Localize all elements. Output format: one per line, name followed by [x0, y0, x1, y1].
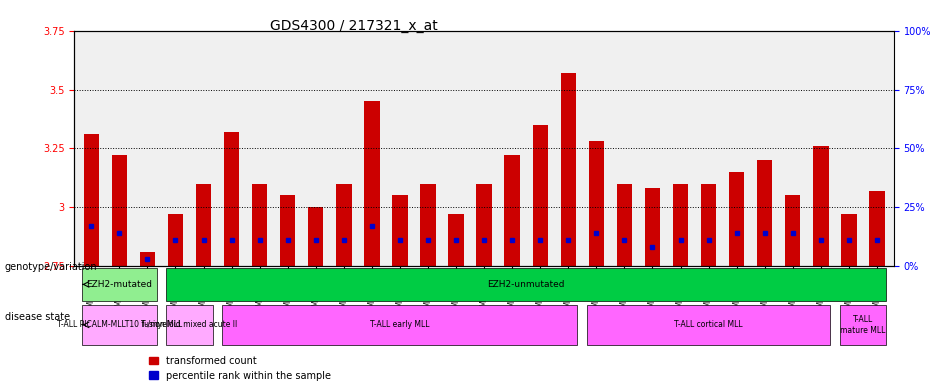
- Bar: [477, 184, 492, 266]
- Legend: transformed count, percentile rank within the sample: transformed count, percentile rank withi…: [145, 352, 335, 384]
- Bar: [308, 207, 323, 266]
- Bar: [588, 141, 604, 266]
- Bar: [616, 184, 632, 266]
- Text: genotype/variation: genotype/variation: [5, 262, 97, 272]
- FancyBboxPatch shape: [167, 305, 212, 345]
- Bar: [729, 172, 745, 266]
- FancyBboxPatch shape: [840, 305, 886, 345]
- Text: EZH2-mutated: EZH2-mutated: [87, 280, 153, 289]
- Bar: [252, 184, 267, 266]
- FancyBboxPatch shape: [82, 305, 156, 345]
- Bar: [168, 214, 183, 266]
- Bar: [673, 184, 688, 266]
- Bar: [560, 73, 576, 266]
- Bar: [533, 125, 548, 266]
- Text: T-ALL PICALM-MLLT10 fusion MLL: T-ALL PICALM-MLLT10 fusion MLL: [57, 320, 182, 329]
- Text: T-ALL early MLL: T-ALL early MLL: [371, 320, 430, 329]
- Bar: [223, 132, 239, 266]
- Bar: [785, 195, 801, 266]
- Bar: [505, 156, 519, 266]
- Bar: [364, 101, 380, 266]
- Bar: [841, 214, 857, 266]
- Text: T-/myeloid mixed acute ll: T-/myeloid mixed acute ll: [142, 320, 237, 329]
- Bar: [280, 195, 295, 266]
- FancyBboxPatch shape: [82, 268, 156, 301]
- Bar: [112, 156, 128, 266]
- Text: T-ALL cortical MLL: T-ALL cortical MLL: [674, 320, 743, 329]
- Text: T-ALL
mature MLL: T-ALL mature MLL: [840, 315, 885, 334]
- Bar: [84, 134, 99, 266]
- Bar: [813, 146, 829, 266]
- Bar: [140, 252, 155, 266]
- Bar: [449, 214, 464, 266]
- Bar: [420, 184, 436, 266]
- Text: EZH2-unmutated: EZH2-unmutated: [488, 280, 565, 289]
- Bar: [757, 160, 773, 266]
- FancyBboxPatch shape: [167, 268, 886, 301]
- Text: GDS4300 / 217321_x_at: GDS4300 / 217321_x_at: [270, 19, 438, 33]
- FancyBboxPatch shape: [223, 305, 577, 345]
- Bar: [870, 191, 884, 266]
- Text: disease state: disease state: [5, 312, 70, 322]
- Bar: [645, 189, 660, 266]
- FancyBboxPatch shape: [587, 305, 830, 345]
- Bar: [196, 184, 211, 266]
- Bar: [336, 184, 352, 266]
- Bar: [392, 195, 408, 266]
- Bar: [701, 184, 716, 266]
